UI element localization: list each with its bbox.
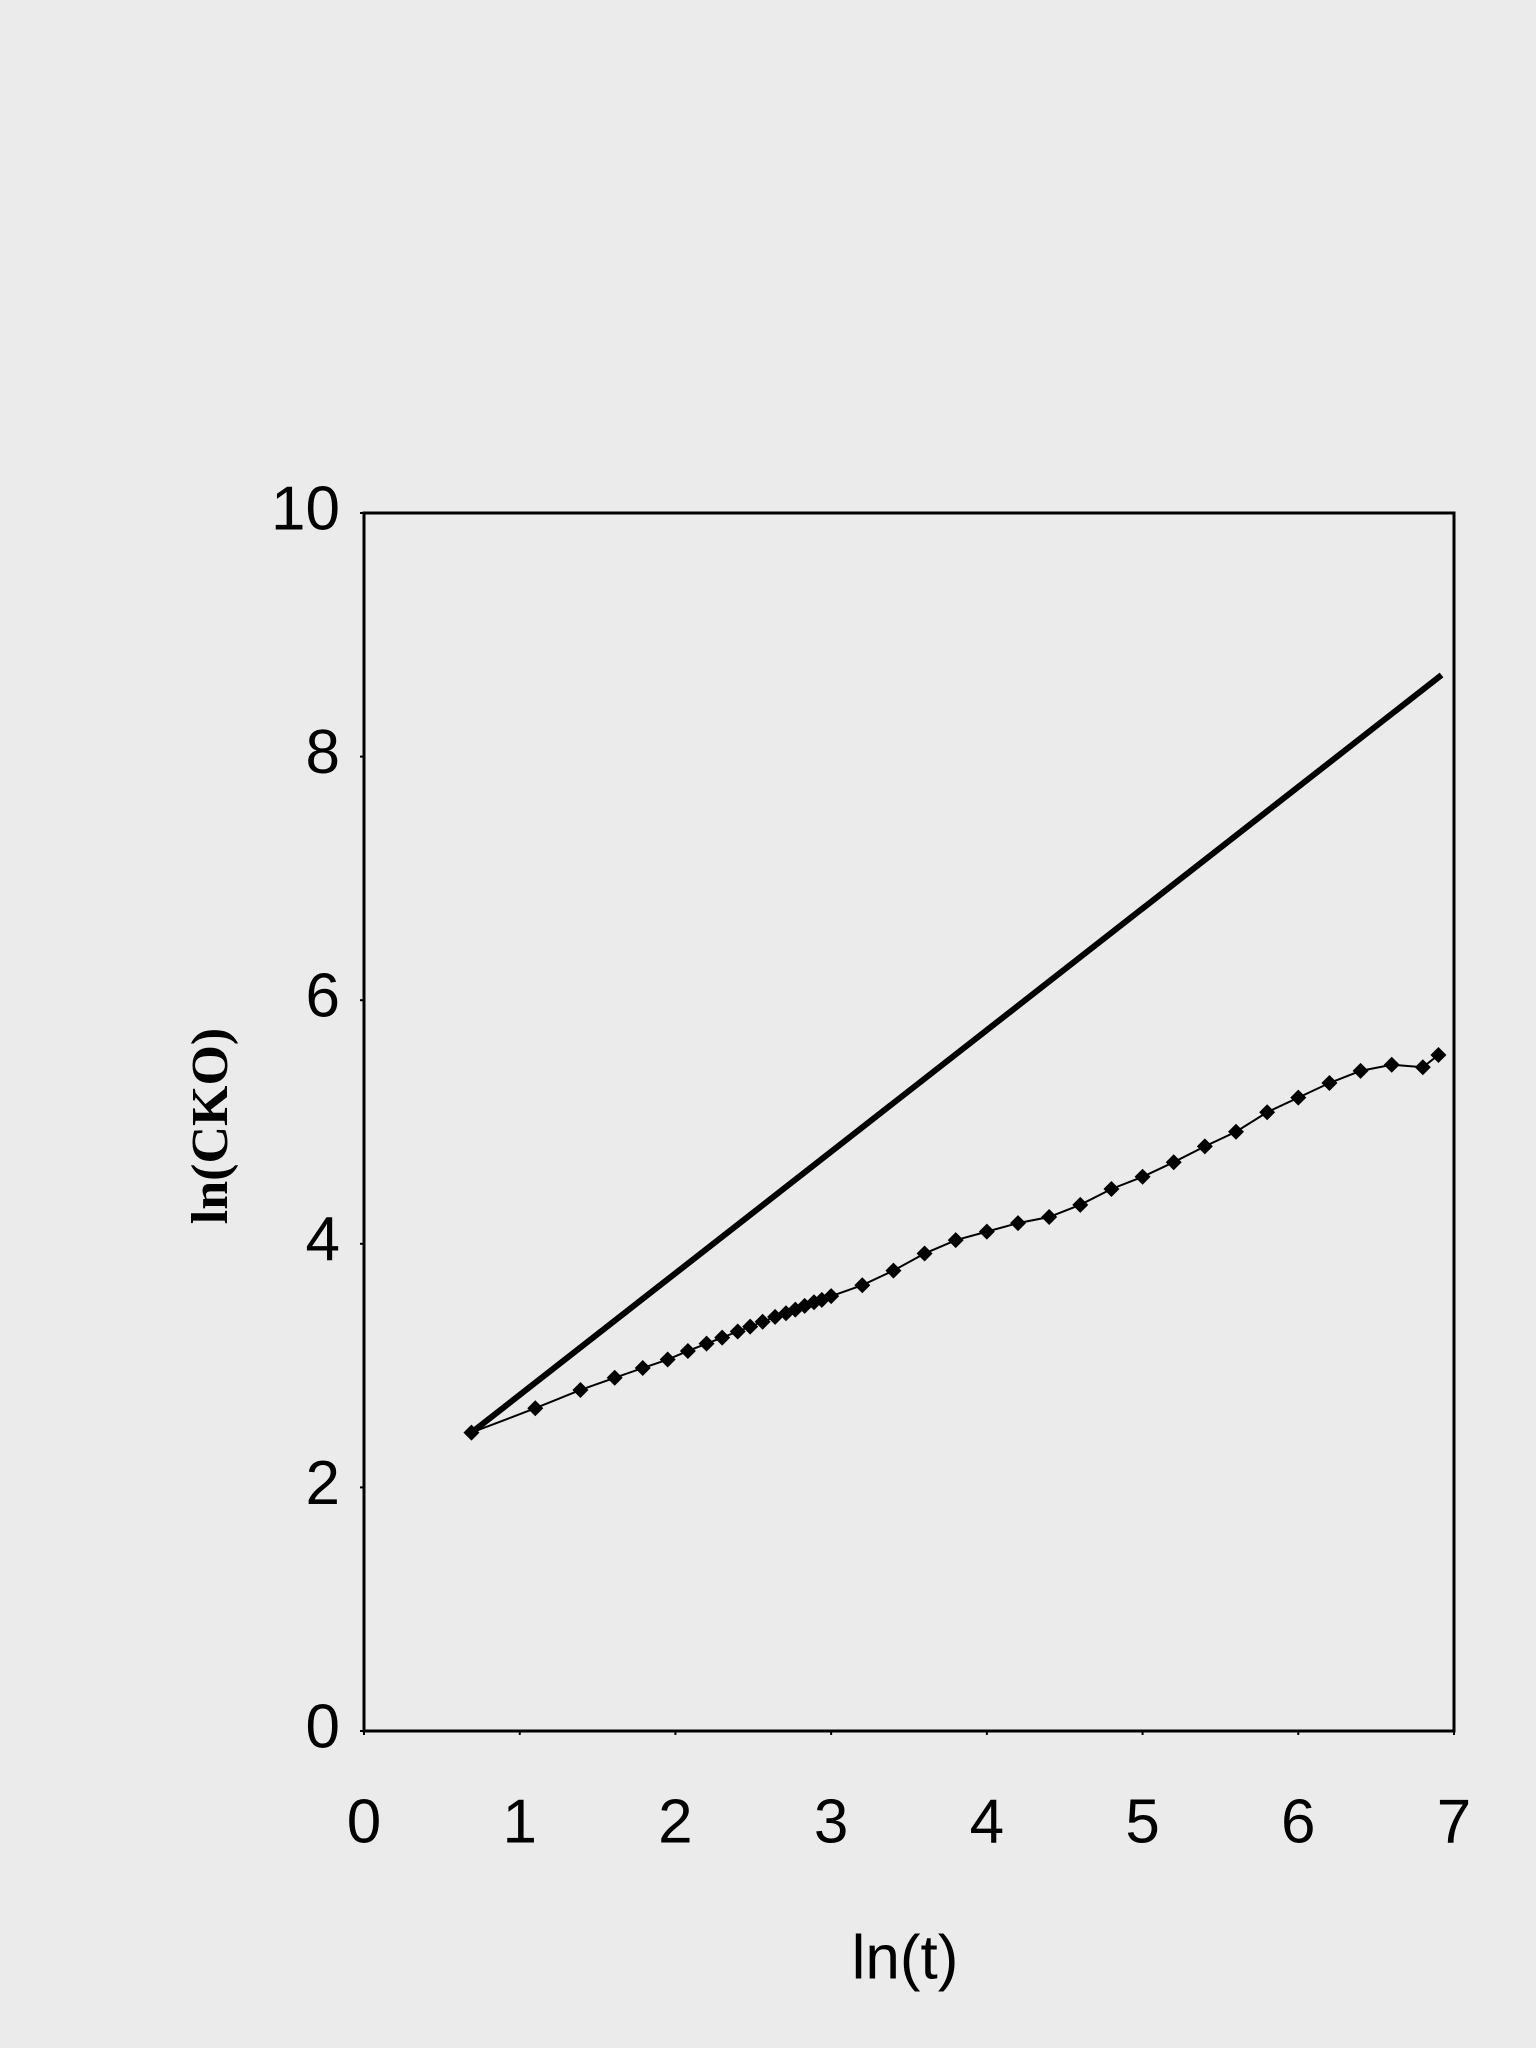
- plot-frame: [362, 511, 1456, 1733]
- x-tick-label: 0: [347, 1787, 381, 1856]
- marker: [1041, 1209, 1058, 1226]
- marker: [606, 1369, 623, 1386]
- y-tick-label: 8: [306, 718, 340, 787]
- marker: [1430, 1047, 1447, 1064]
- y-tick-label: 0: [306, 1692, 340, 1761]
- marker: [754, 1313, 771, 1330]
- x-tick-label: 5: [1125, 1787, 1159, 1856]
- marker: [1165, 1154, 1182, 1171]
- y-axis-label: ln(CKO): [182, 1028, 239, 1224]
- marker: [1290, 1089, 1307, 1106]
- marker: [1134, 1168, 1151, 1185]
- marker: [916, 1245, 933, 1262]
- marker: [947, 1232, 964, 1249]
- x-axis-label: ln(t): [852, 1923, 959, 1992]
- x-tick-label: 6: [1281, 1787, 1315, 1856]
- marker: [527, 1400, 544, 1417]
- marker: [854, 1277, 871, 1294]
- x-tick-label: 2: [658, 1787, 692, 1856]
- y-tick-label: 2: [306, 1449, 340, 1518]
- y-tick-label: 6: [306, 962, 340, 1031]
- marker: [823, 1288, 840, 1305]
- marker: [463, 1424, 480, 1441]
- marker: [1321, 1075, 1338, 1092]
- marker: [1010, 1215, 1026, 1232]
- marker: [729, 1323, 746, 1340]
- marker: [634, 1360, 651, 1377]
- marker: [1228, 1123, 1244, 1140]
- marker: [572, 1381, 589, 1398]
- marker: [978, 1223, 995, 1240]
- x-tick-label: 4: [970, 1787, 1004, 1856]
- marker: [1072, 1196, 1089, 1213]
- marker: [1383, 1056, 1400, 1073]
- y-tick-label: 10: [271, 474, 340, 543]
- y-tick-label: 4: [306, 1205, 340, 1274]
- marker: [1259, 1104, 1276, 1121]
- marker: [1196, 1138, 1213, 1155]
- marker: [698, 1335, 715, 1352]
- x-tick-label: 3: [814, 1787, 848, 1856]
- marker: [679, 1342, 696, 1359]
- marker: [885, 1262, 902, 1279]
- x-tick-label: 1: [502, 1787, 536, 1856]
- marker: [714, 1329, 731, 1346]
- series-line: [469, 672, 1444, 1435]
- marker: [1414, 1059, 1431, 1076]
- marker: [1103, 1180, 1120, 1197]
- marker: [742, 1318, 759, 1335]
- marker: [659, 1351, 676, 1368]
- x-tick-label: 7: [1437, 1787, 1471, 1856]
- marker: [1352, 1062, 1369, 1079]
